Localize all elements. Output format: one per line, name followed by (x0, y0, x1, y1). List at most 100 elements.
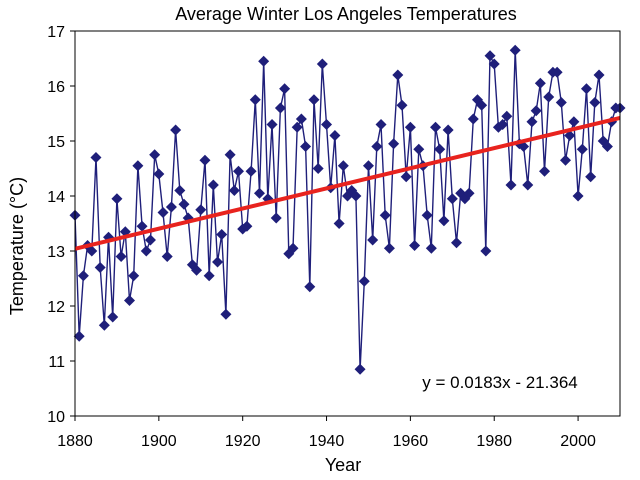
data-point (383, 242, 395, 254)
plot-area-frame (74, 30, 621, 417)
data-point (191, 264, 203, 276)
data-point (203, 270, 215, 282)
data-point (195, 204, 207, 216)
data-point (287, 242, 299, 254)
data-point (304, 281, 316, 293)
data-point (551, 66, 563, 78)
data-point (300, 141, 312, 152)
data-point (484, 50, 496, 62)
data-point (375, 119, 387, 130)
data-point (413, 143, 425, 155)
chart-title: Average Winter Los Angeles Temperatures (175, 4, 517, 24)
data-point (337, 160, 349, 172)
data-point (178, 198, 190, 210)
y-tick-label: 14 (47, 189, 65, 206)
data-point (480, 245, 492, 257)
data-point (488, 58, 500, 70)
data-point (497, 119, 509, 130)
data-point (438, 215, 450, 227)
data-point (463, 187, 475, 199)
data-point (430, 121, 442, 133)
data-point (279, 83, 291, 95)
y-tick-label: 11 (48, 354, 65, 371)
data-point (212, 256, 224, 268)
x-tick-label: 2000 (560, 433, 596, 450)
data-point (421, 209, 433, 221)
y-tick-label: 10 (47, 409, 65, 426)
x-tick-label: 1940 (309, 433, 345, 450)
data-point (274, 102, 286, 114)
data-point (136, 220, 148, 232)
y-tick-label: 12 (47, 299, 65, 316)
data-point (505, 179, 517, 191)
data-point (312, 163, 324, 174)
x-tick-label: 1880 (57, 433, 93, 450)
data-point (124, 295, 135, 306)
data-point (568, 116, 580, 128)
data-point (350, 190, 362, 202)
data-point (132, 160, 144, 172)
y-tick-label: 16 (47, 79, 65, 96)
data-point (425, 242, 437, 254)
data-point (224, 149, 236, 161)
data-point (530, 105, 542, 117)
data-point (107, 311, 119, 323)
x-tick-label: 1960 (393, 433, 429, 450)
data-point (392, 69, 404, 81)
data-point (388, 138, 400, 150)
data-point (396, 99, 408, 111)
data-point (526, 116, 538, 128)
data-point (153, 168, 165, 180)
data-point (400, 171, 412, 183)
data-point (522, 179, 534, 191)
data-point (90, 152, 102, 163)
data-point (434, 143, 446, 155)
data-point (86, 245, 98, 257)
data-point (115, 251, 127, 262)
data-point (253, 187, 265, 199)
data-point (291, 121, 303, 133)
data-point (73, 330, 85, 342)
data-point (77, 270, 89, 282)
data-point (576, 143, 588, 155)
data-point (228, 185, 240, 196)
data-point (98, 319, 110, 331)
data-point (585, 171, 597, 183)
data-point (354, 363, 366, 375)
data-point (476, 99, 488, 111)
x-tick-label: 1980 (476, 433, 512, 450)
series-line (74, 50, 620, 370)
data-point (409, 240, 421, 251)
data-point (249, 94, 261, 106)
data-point (258, 55, 270, 67)
data-point (509, 44, 521, 56)
y-tick-label: 15 (47, 134, 65, 151)
data-point (241, 220, 253, 232)
data-point (207, 179, 219, 191)
data-point (333, 218, 345, 229)
data-point (233, 165, 244, 177)
ticks-layer: 10 11 12 13 14 15 16 17 1880 1900 1920 1940 1960 1980… (47, 24, 596, 450)
x-tick-label: 1920 (225, 433, 261, 450)
data-point (199, 154, 211, 166)
data-point (451, 237, 462, 249)
data-point (295, 113, 307, 125)
data-point (467, 113, 479, 125)
data-point (539, 165, 551, 177)
data-point (149, 149, 161, 161)
data-point (140, 245, 152, 257)
data-point (308, 94, 320, 106)
data-point (534, 77, 546, 89)
trend-layer (74, 116, 621, 251)
data-point (161, 251, 173, 262)
data-point (379, 209, 391, 221)
data-point (572, 190, 584, 202)
y-tick-label: 17 (47, 24, 65, 41)
data-point (589, 97, 601, 108)
data-point (601, 141, 613, 152)
data-point (220, 308, 232, 320)
data-point (144, 234, 156, 246)
data-point (266, 119, 278, 130)
data-point (165, 201, 177, 213)
data-point (245, 165, 257, 177)
